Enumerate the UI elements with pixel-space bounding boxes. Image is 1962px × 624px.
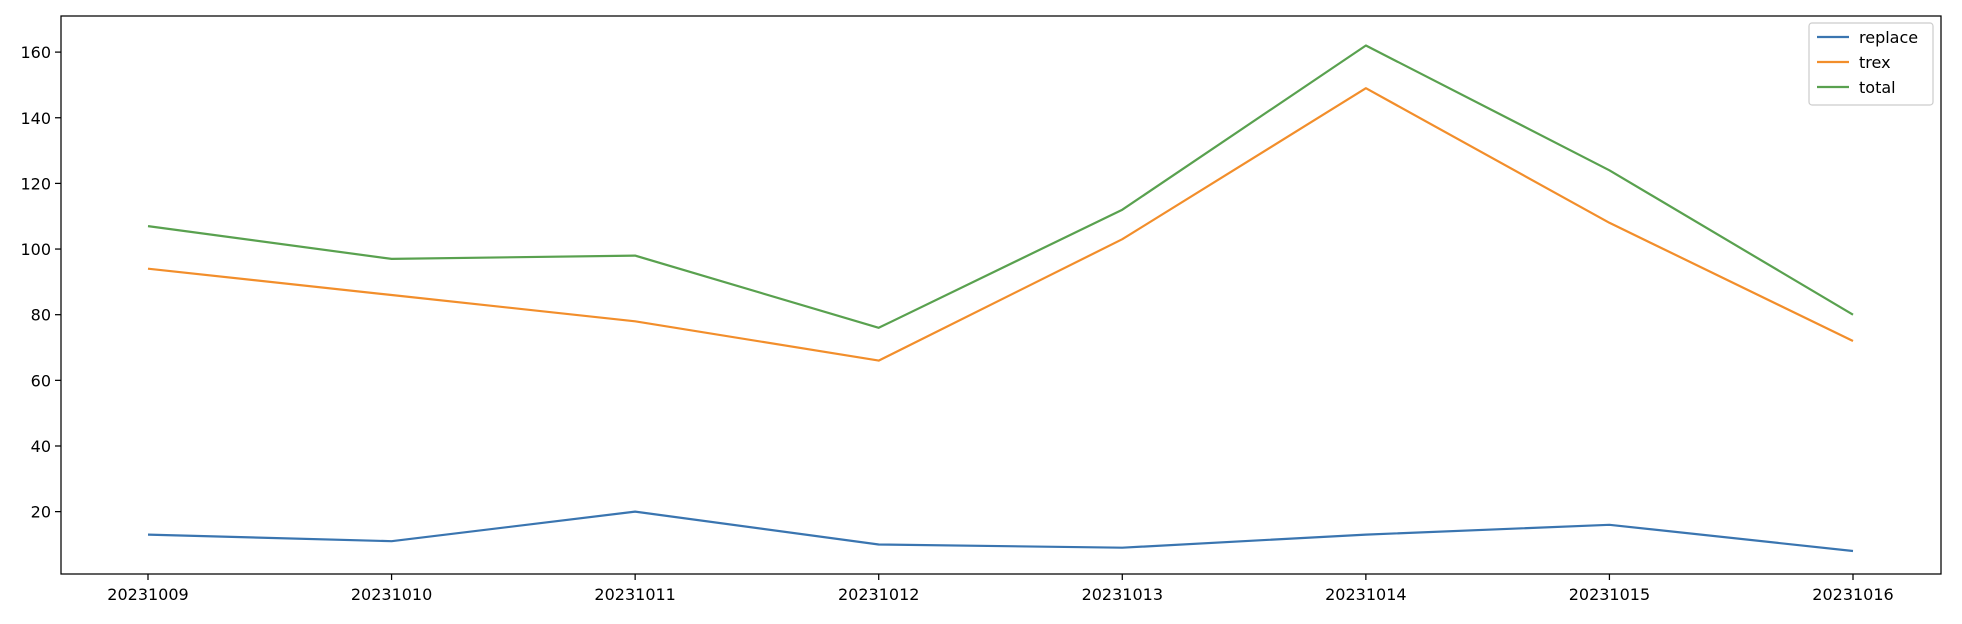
x-tick-label: 20231010: [351, 585, 432, 604]
legend: replace trex total: [1808, 22, 1934, 106]
series-line-replace: [147, 510, 1854, 553]
x-tick-label: 20231009: [107, 585, 188, 604]
y-tick-label: 40: [31, 437, 51, 456]
y-tick-label: 160: [20, 43, 51, 62]
legend-box: [1808, 22, 1934, 106]
y-tick-label: 140: [20, 109, 51, 128]
x-tick-label: 20231011: [594, 585, 675, 604]
series-layer: [147, 44, 1854, 553]
y-tick-label: 100: [20, 240, 51, 259]
y-tick-label: 80: [31, 306, 51, 325]
x-tick-label: 20231015: [1569, 585, 1650, 604]
y-tick-label: 20: [31, 503, 51, 522]
y-tick-label: 60: [31, 371, 51, 390]
y-axis: 20 40 60 80 100 120 140 160: [20, 43, 61, 522]
legend-label-total: total: [1859, 78, 1896, 97]
x-tick-label: 20231016: [1812, 585, 1893, 604]
x-tick-label: 20231012: [838, 585, 919, 604]
legend-label-trex: trex: [1859, 53, 1891, 72]
plot-area: [60, 15, 1942, 575]
series-line-trex: [147, 87, 1854, 362]
legend-label-replace: replace: [1859, 28, 1918, 47]
x-tick-label: 20231014: [1325, 585, 1406, 604]
series-line-total: [147, 44, 1854, 329]
y-tick-label: 120: [20, 174, 51, 193]
x-tick-label: 20231013: [1082, 585, 1163, 604]
x-axis: 20231009 20231010 20231011 20231012 20231013…: [107, 574, 1894, 604]
